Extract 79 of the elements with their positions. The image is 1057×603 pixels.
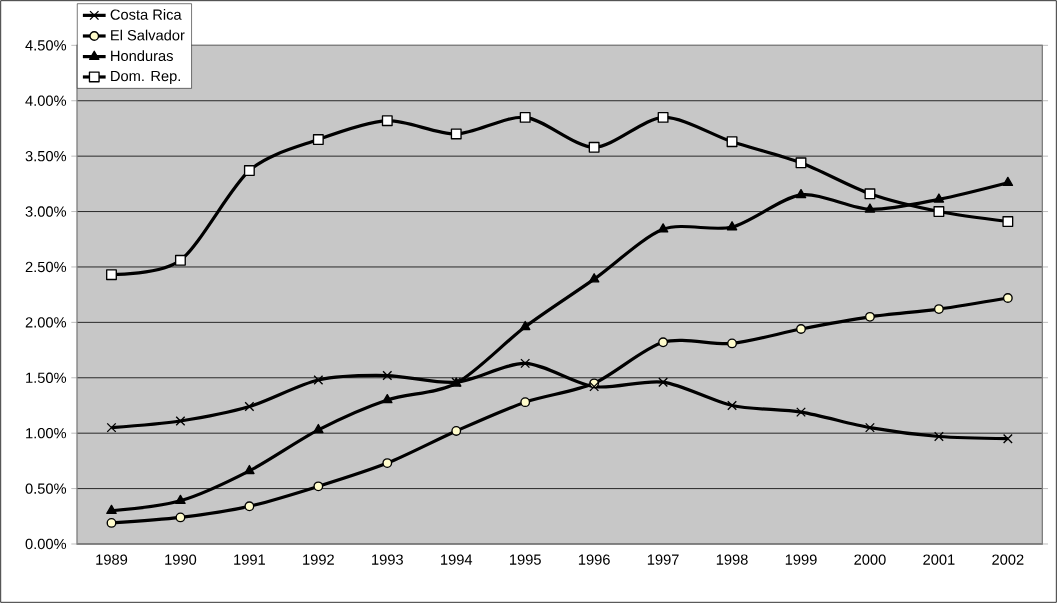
point [588,141,600,153]
x-tick-label: 1989 [96,554,128,565]
point [657,111,669,123]
point [106,422,117,433]
x-tick-label: 1992 [303,554,334,565]
point [106,269,117,281]
x-tick-label: 1997 [647,554,679,565]
point [933,431,944,442]
point [933,206,945,218]
point [313,481,324,492]
x-tick-label: 1991 [234,554,265,565]
point [726,221,738,231]
point [727,338,737,349]
point [382,393,393,404]
point [175,512,186,523]
point [175,494,186,505]
x-tick-label: 1990 [165,554,197,565]
point [381,115,393,127]
x-tick-label: 1996 [578,554,610,565]
point [382,370,393,381]
x-tick-label: 1993 [372,554,403,565]
y-tick-label: 2.00% [25,317,67,328]
point [1002,433,1013,444]
y-tick-label: 3.00% [25,206,67,217]
point [864,203,876,213]
x-tick-label: 1994 [441,554,473,565]
point [244,464,255,475]
point [519,111,531,123]
point [796,407,806,418]
point [520,358,531,369]
point [658,377,669,388]
point [520,397,531,408]
x-tick-label: 2001 [923,554,955,565]
point [865,422,875,433]
point [864,188,876,200]
x-tick-label: 1999 [785,554,817,565]
point [451,426,462,436]
y-tick-label: 4.00% [25,95,67,106]
y-tick-label: 2.50% [25,261,67,273]
x-tick-label: 2000 [854,554,886,565]
y-tick-label: 4.50% [25,40,67,51]
point [726,136,738,148]
point [795,188,807,199]
point [175,416,186,426]
legend-label: El Salvador [111,29,185,41]
point [244,401,255,412]
y-tick-label: 1.50% [26,372,67,383]
point [1002,176,1014,187]
point [313,375,324,385]
point [658,337,669,348]
legend-label: Dom. Rep. [111,70,181,85]
y-tick-label: 0.00% [25,538,67,550]
legend-label: Honduras [111,50,173,62]
y-tick-label: 1.00% [26,428,67,439]
point [1002,216,1014,227]
point [313,423,324,434]
y-tick-label: 0.50% [25,483,67,494]
x-tick-label: 1995 [509,554,541,565]
point [933,304,944,314]
y-tick-label: 3.50% [25,150,67,162]
point [244,501,255,512]
legend-label: Costa Rica [110,9,182,20]
point [174,254,186,266]
point [243,165,255,177]
point [519,320,531,331]
x-tick-label: 2002 [992,554,1024,565]
point [450,128,462,140]
point [865,311,875,322]
point [382,458,393,469]
point [1002,293,1013,303]
point [727,400,737,411]
point [106,504,117,515]
x-tick-label: 1998 [716,554,748,565]
point [588,273,600,283]
point [795,157,807,169]
point [933,193,945,203]
point [796,324,806,334]
point [106,517,117,528]
point [312,134,324,145]
